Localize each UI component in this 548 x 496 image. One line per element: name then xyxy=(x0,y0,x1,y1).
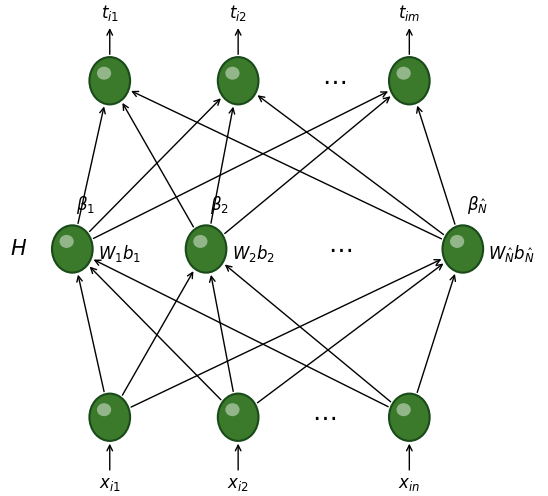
Text: $\cdots$: $\cdots$ xyxy=(322,69,346,93)
Ellipse shape xyxy=(60,235,74,248)
Ellipse shape xyxy=(89,57,130,104)
Ellipse shape xyxy=(225,403,239,416)
Text: $t_{i2}$: $t_{i2}$ xyxy=(229,3,247,23)
Ellipse shape xyxy=(442,225,483,273)
Text: $t_{im}$: $t_{im}$ xyxy=(398,3,420,23)
Text: $x_{i2}$: $x_{i2}$ xyxy=(227,475,249,493)
Ellipse shape xyxy=(89,394,130,441)
Text: $\cdots$: $\cdots$ xyxy=(312,405,336,429)
Ellipse shape xyxy=(389,57,430,104)
Text: $\beta_2$: $\beta_2$ xyxy=(210,194,229,216)
Ellipse shape xyxy=(97,66,111,80)
Ellipse shape xyxy=(97,403,111,416)
Ellipse shape xyxy=(193,235,208,248)
Text: $W_{\hat{N}}b_{\hat{N}}$: $W_{\hat{N}}b_{\hat{N}}$ xyxy=(488,243,535,264)
Text: $x_{i1}$: $x_{i1}$ xyxy=(99,475,121,493)
Text: $W_2b_2$: $W_2b_2$ xyxy=(232,243,275,264)
Ellipse shape xyxy=(52,225,93,273)
Ellipse shape xyxy=(218,57,259,104)
Ellipse shape xyxy=(225,66,239,80)
Text: $\cdots$: $\cdots$ xyxy=(328,237,352,261)
Text: $\beta_{\hat{N}}$: $\beta_{\hat{N}}$ xyxy=(467,194,488,216)
Ellipse shape xyxy=(397,66,411,80)
Text: $H$: $H$ xyxy=(10,239,27,259)
Ellipse shape xyxy=(218,394,259,441)
Ellipse shape xyxy=(450,235,464,248)
Text: $W_1b_1$: $W_1b_1$ xyxy=(98,243,141,264)
Text: $t_{i1}$: $t_{i1}$ xyxy=(101,3,119,23)
Ellipse shape xyxy=(186,225,226,273)
Ellipse shape xyxy=(397,403,411,416)
Text: $\beta_1$: $\beta_1$ xyxy=(76,194,95,216)
Ellipse shape xyxy=(389,394,430,441)
Text: $x_{in}$: $x_{in}$ xyxy=(398,475,420,493)
